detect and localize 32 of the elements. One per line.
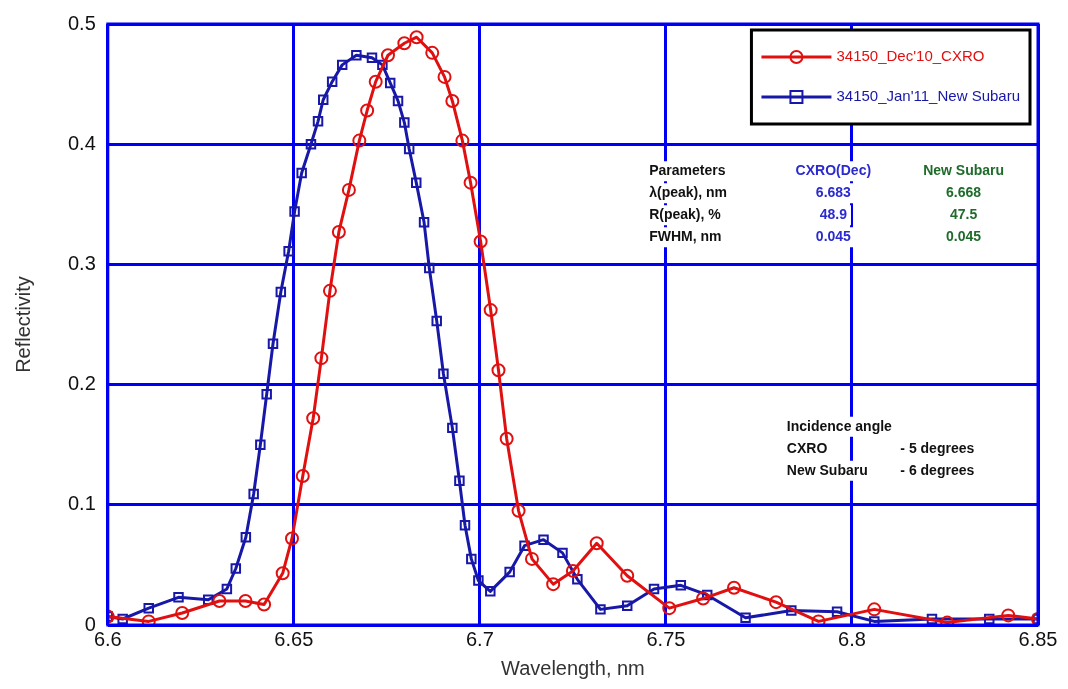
annotation: New Subaru <box>923 162 1005 179</box>
annotation: R(peak), % <box>649 206 722 223</box>
y-axis-title: Reflectivity <box>11 276 34 373</box>
annotation: Parameters <box>649 162 726 179</box>
annotation: 6.683 <box>815 184 852 201</box>
annotation: 0.045 <box>815 228 852 245</box>
y-tick-label: 0 <box>84 612 96 635</box>
annotation: 0.045 <box>946 228 982 245</box>
annotation: Incidence angle <box>786 417 893 434</box>
annotation: λ(peak), nm <box>649 184 727 201</box>
x-tick-label: 6.65 <box>274 627 314 650</box>
annotation: - 6 degrees <box>900 461 975 478</box>
legend-label: 34150_Jan'11_New Subaru <box>836 87 1020 105</box>
annotation: CXRO <box>786 439 828 456</box>
y-tick-label: 0.2 <box>67 372 96 395</box>
y-tick-label: 0.5 <box>67 11 96 34</box>
y-tick-label: 0.4 <box>67 131 96 154</box>
legend-label: 34150_Dec'10_CXRO <box>836 47 985 65</box>
y-tick-label: 0.3 <box>67 251 96 274</box>
x-axis-title: Wavelength, nm <box>501 656 645 679</box>
annotation: - 5 degrees <box>900 439 975 456</box>
x-tick-label: 6.8 <box>838 627 866 650</box>
x-tick-label: 6.7 <box>465 627 494 650</box>
x-tick-label: 6.85 <box>1018 627 1058 650</box>
annotation: FWHM, nm <box>649 228 722 245</box>
annotation: 48.9 <box>819 206 848 223</box>
annotation: New Subaru <box>786 461 868 478</box>
annotation: 6.668 <box>946 184 982 201</box>
annotation: CXRO(Dec) <box>795 162 872 179</box>
annotation: 47.5 <box>949 206 978 223</box>
y-tick-label: 0.1 <box>67 492 96 515</box>
x-tick-label: 6.75 <box>646 627 686 650</box>
